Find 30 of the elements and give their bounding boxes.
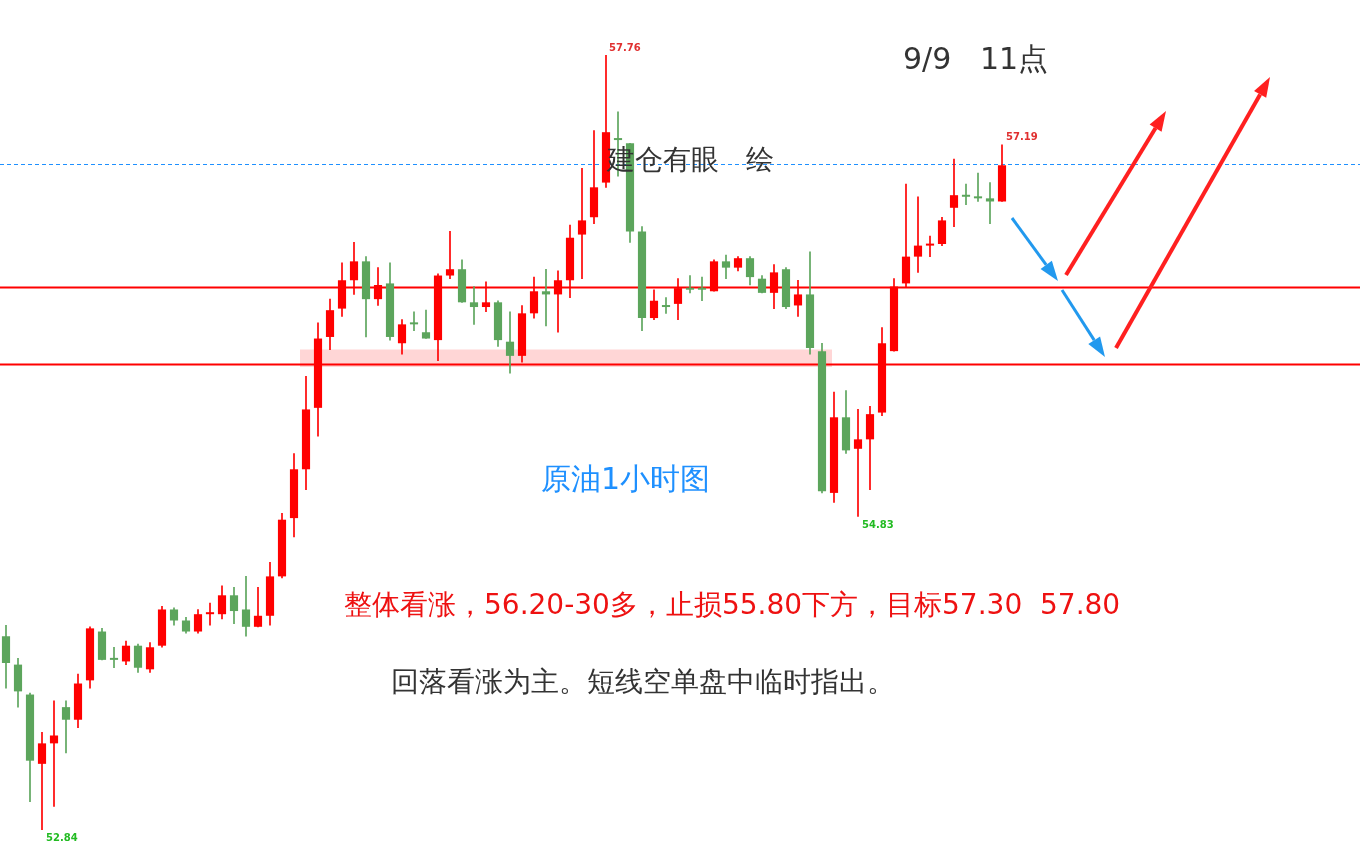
candlestick [61,700,71,754]
candlestick [505,311,515,374]
candlestick [685,275,695,294]
candlestick [37,732,47,830]
annotation: 回落看涨为主。短线空单盘中临时指出。 [391,665,895,698]
candlestick [913,196,923,273]
candlestick [949,158,959,228]
candlestick [469,286,479,325]
text: 52.84 [46,832,78,843]
candlestick [409,311,419,331]
candlestick [985,182,995,224]
annotation: 原油1小时图 [541,461,711,496]
candlestick [697,276,707,302]
candlestick [49,700,59,807]
candlestick [541,268,551,327]
candlestick [577,168,587,280]
candlestick [421,309,431,339]
annotation: 54.83 [862,519,894,530]
annotation: 整体看涨，56.20-30多，止损55.80下方，目标57.30 57.80 [344,588,1121,621]
candlestick [973,172,983,202]
candlestick [109,646,119,669]
candlestick [925,235,935,257]
text: 57.76 [609,42,641,53]
candlestick [205,602,215,626]
candlestick [853,409,863,517]
candlestick [661,297,671,314]
candlestick [445,231,455,280]
annotation: 57.19 [1006,131,1038,142]
candlestick [961,183,971,205]
chart-title: 9/9 11点 [903,41,1049,76]
